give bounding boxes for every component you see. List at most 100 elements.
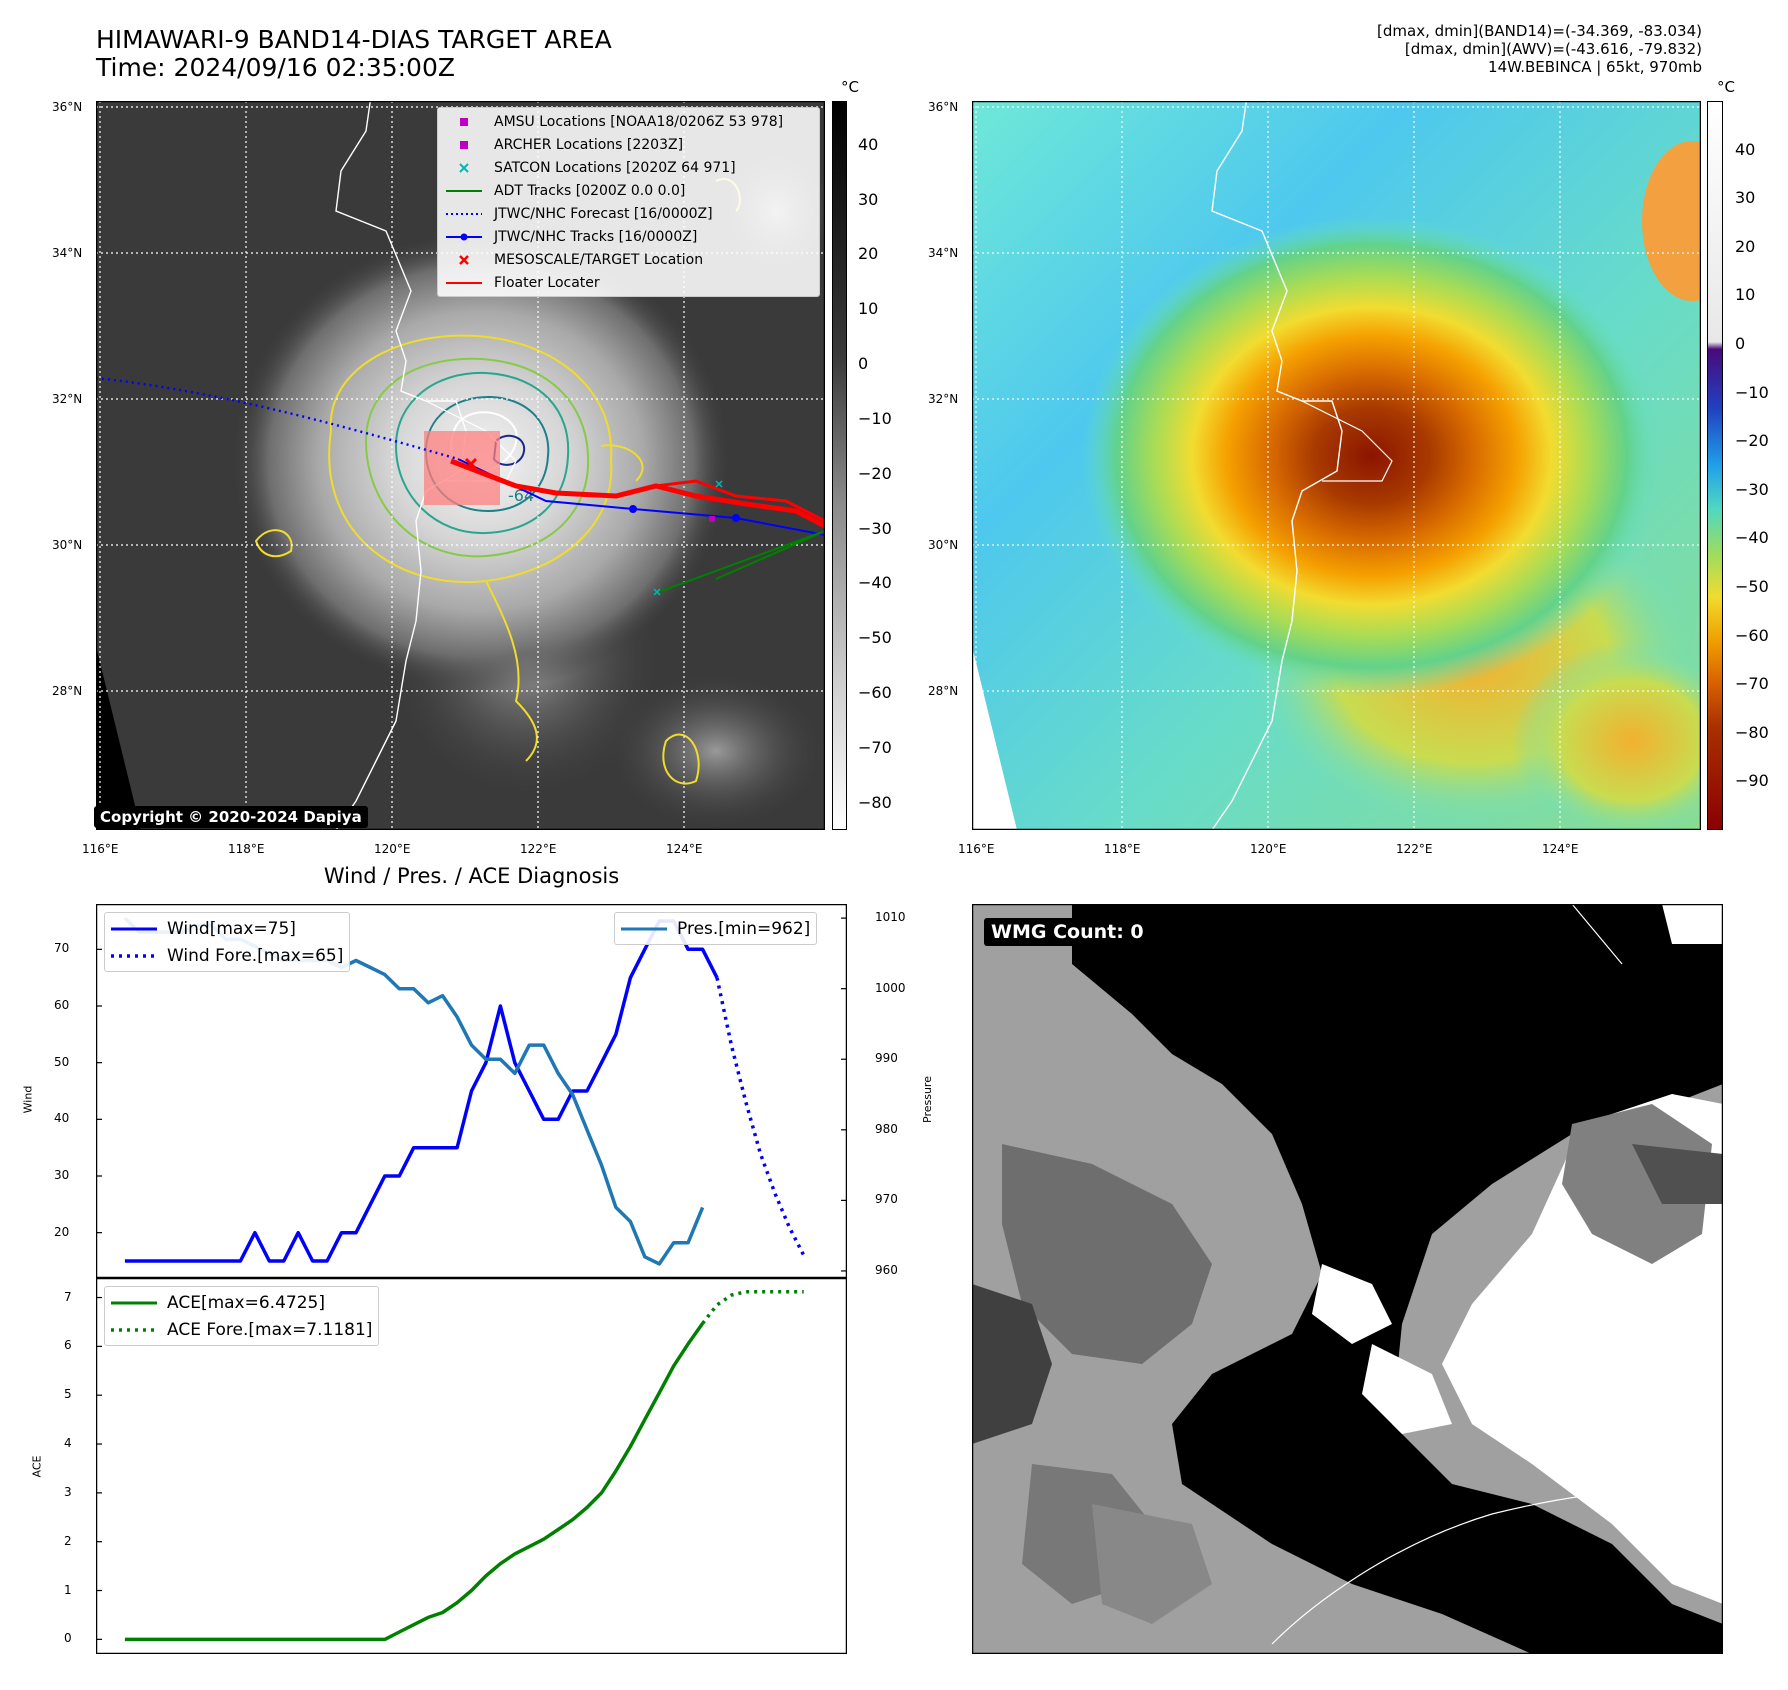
lat-label: 36°N [52, 100, 83, 114]
ace-tick-label: 6 [64, 1338, 72, 1353]
info-line-3: 14W.BEBINCA | 65kt, 970mb [1488, 58, 1702, 76]
wind-legend: Wind[max=75] Wind Fore.[max=65] [104, 912, 351, 972]
lon-label: 124°E [1542, 842, 1579, 856]
ace-tick-label: 3 [64, 1484, 72, 1499]
ace-tick-label: 1 [64, 1582, 72, 1597]
ace-tick-label: 5 [64, 1387, 72, 1402]
lon-label: 122°E [1396, 842, 1433, 856]
floater-box [424, 431, 500, 505]
map-legend: AMSU Locations [NOAA18/0206Z 53 978] ARC… [437, 107, 820, 297]
pressure-legend: Pres.[min=962] [614, 912, 818, 945]
ace-series-1-line [701, 1289, 804, 1325]
colorbar-tick: −30 [858, 518, 892, 538]
legend-jtwc-forecast: JTWC/NHC Forecast [16/0000Z] [446, 205, 713, 222]
info-line-1: [dmax, dmin](BAND14)=(-34.369, -83.034) [1377, 22, 1702, 40]
colorbar-tick: −50 [858, 628, 892, 648]
lat-label: 34°N [52, 246, 83, 260]
colorbar-tick: −60 [858, 682, 892, 702]
legend-jtwc-tracks: JTWC/NHC Tracks [16/0000Z] [438, 225, 819, 248]
lat-label: 28°N [928, 684, 959, 698]
colorbar-tick: −20 [1735, 431, 1769, 451]
pressure-tick-label: 960 [875, 1262, 898, 1277]
colorbar-tick: −70 [1735, 674, 1769, 694]
lat-label: 36°N [928, 100, 959, 114]
colorbar-tick: −50 [1735, 577, 1769, 596]
wind-tick-label: 60 [54, 998, 70, 1012]
series-0-line [124, 919, 719, 1263]
legend-ace-forecast: ACE Fore.[max=7.1181] [111, 1319, 373, 1340]
legend-amsu: AMSU Locations [NOAA18/0206Z 53 978] [438, 110, 819, 133]
info-line-2: [dmax, dmin](AWV)=(-43.616, -79.832) [1404, 40, 1702, 58]
title-line-2: Time: 2024/09/16 02:35:00Z [96, 53, 455, 82]
lon-label: 122°E [520, 842, 557, 856]
ace-axis-label: ACE [30, 1455, 44, 1478]
wind-tick-label: 30 [54, 1168, 70, 1182]
colorbar-tick: −40 [858, 573, 892, 593]
legend-wind-forecast: Wind Fore.[max=65] [111, 945, 344, 966]
ace-series-0-line [124, 1322, 705, 1642]
lat-label: 32°N [52, 392, 83, 406]
ace-legend: ACE[max=6.4725] ACE Fore.[max=7.1181] [104, 1286, 380, 1346]
colorbar-tick: −60 [1735, 625, 1769, 645]
awv-colorbar-unit: °C [1717, 78, 1735, 96]
wmg-panel [972, 904, 1723, 1654]
ace-tick-label: 2 [64, 1533, 72, 1548]
colorbar-tick: −90 [1735, 771, 1769, 791]
colorbar-tick: 0 [1735, 334, 1746, 353]
storm-info: [dmax, dmin](BAND14)=(-34.369, -83.034) … [1377, 22, 1702, 76]
pressure-tick-label: 990 [875, 1051, 898, 1066]
diagnosis-title: Wind / Pres. / ACE Diagnosis [323, 864, 620, 888]
colorbar-tick: 10 [1735, 285, 1756, 305]
copyright-badge: Copyright © 2020-2024 Dapiya [94, 806, 368, 828]
adt-track [655, 530, 825, 594]
colorbar-tick: 30 [1735, 188, 1756, 208]
colorbar-tick: 0 [858, 354, 869, 374]
ace-tick-label: 7 [64, 1289, 72, 1304]
pressure-tick-label: 970 [875, 1192, 898, 1207]
legend-archer: ARCHER Locations [2203Z] [438, 133, 819, 156]
legend-adt: ADT Tracks [0200Z 0.0 0.0] [446, 182, 686, 199]
colorbar-tick: −80 [1735, 722, 1769, 742]
pressure-tick-label: 1000 [875, 980, 906, 995]
contour-label: -64 [508, 486, 534, 505]
figure-title: HIMAWARI-9 BAND14-DIAS TARGET AREA Time:… [96, 26, 612, 82]
colorbar-tick: 40 [1735, 139, 1756, 159]
lat-label: 32°N [928, 392, 959, 406]
lat-label: 30°N [52, 538, 83, 552]
awv-map [972, 101, 1701, 830]
band14-colorbar [832, 101, 847, 830]
lon-label: 118°E [1104, 842, 1141, 856]
colorbar-tick: −10 [858, 408, 892, 428]
lon-label: 120°E [1250, 842, 1287, 856]
colorbar-tick: −30 [1735, 479, 1769, 499]
wind-tick-label: 20 [54, 1224, 70, 1239]
legend-wind: Wind[max=75] [111, 918, 296, 939]
awv-colorbar [1707, 101, 1723, 830]
legend-floater: Floater Locater [446, 274, 600, 291]
lat-label: 28°N [52, 684, 83, 698]
colorbar-tick: 40 [858, 134, 879, 154]
legend-ace: ACE[max=6.4725] [111, 1292, 325, 1313]
colorbar-tick: −80 [858, 792, 892, 812]
wmg-count-badge: WMG Count: 0 [984, 918, 1151, 946]
legend-satcon: SATCON Locations [2020Z 64 971] [438, 156, 819, 179]
pressure-tick-label: 1010 [875, 910, 906, 925]
colorbar-tick: 20 [858, 244, 879, 264]
lon-label: 120°E [374, 842, 411, 856]
colorbar-tick: −10 [1735, 382, 1769, 402]
wind-tick-label: 70 [54, 941, 70, 956]
colorbar-tick: −70 [858, 737, 892, 757]
colorbar-tick: 30 [858, 189, 879, 209]
wind-tick-label: 40 [54, 1111, 70, 1126]
lat-label: 34°N [928, 246, 959, 260]
colorbar-tick: 10 [858, 299, 879, 319]
lon-label: 124°E [666, 842, 703, 856]
legend-mesoscale: MESOSCALE/TARGET Location [438, 248, 819, 271]
colorbar-tick: 20 [1735, 236, 1756, 256]
band14-colorbar-unit: °C [841, 78, 859, 96]
wind-axis-label: Wind [21, 1085, 35, 1114]
pressure-tick-label: 980 [875, 1121, 898, 1136]
colorbar-tick: −40 [1735, 528, 1769, 548]
wind-tick-label: 50 [54, 1054, 70, 1069]
lat-label: 30°N [928, 538, 959, 552]
